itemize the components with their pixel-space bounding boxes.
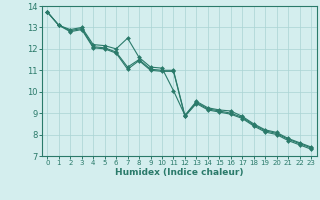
X-axis label: Humidex (Indice chaleur): Humidex (Indice chaleur) xyxy=(115,168,244,177)
